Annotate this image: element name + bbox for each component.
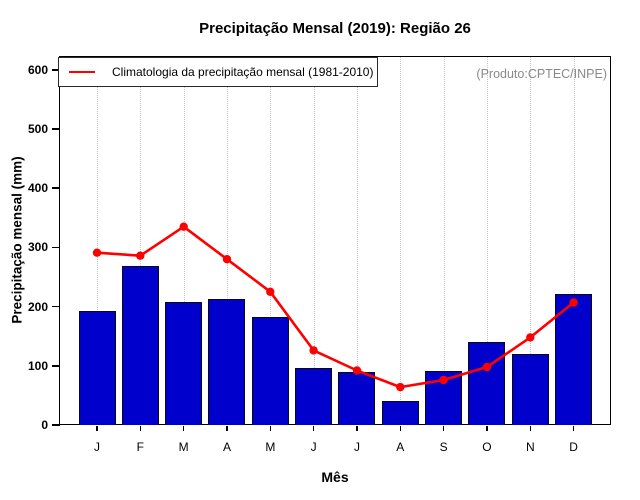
- climatology-point-m8: [396, 382, 405, 392]
- climatology-point-m12: [569, 298, 578, 307]
- ytick-600: [51, 69, 60, 71]
- bar-m11: [511, 353, 549, 425]
- climatology-line: [96, 225, 575, 389]
- ytick-label-300: 300: [27, 240, 48, 255]
- gridline-m8: [400, 57, 402, 424]
- month-label-m10: O: [482, 440, 492, 454]
- month-label-m8: A: [396, 440, 405, 454]
- month-label-m5: M: [265, 440, 276, 454]
- climatology-point-m5: [266, 287, 275, 296]
- bar-m5: [251, 316, 289, 425]
- month-label-m1: J: [94, 440, 100, 454]
- xtick-m8: [399, 426, 402, 431]
- ytick-label-200: 200: [27, 299, 48, 314]
- gridline-m7: [356, 57, 358, 424]
- ytick-500: [51, 128, 60, 130]
- ytick-label-600: 600: [27, 62, 48, 77]
- x-axis-title: Mês: [321, 469, 349, 485]
- climatology-point-m7: [352, 366, 362, 375]
- month-label-m4: A: [222, 440, 231, 454]
- climatology-point-m1: [92, 248, 102, 257]
- climatology-point-m9: [439, 375, 448, 385]
- month-label-m9: S: [439, 440, 448, 454]
- bar-m3: [165, 301, 203, 425]
- bar-m1: [78, 311, 116, 425]
- ytick-label-0: 0: [41, 418, 48, 432]
- gridline-m6: [313, 57, 315, 424]
- climatology-point-m6: [309, 346, 318, 355]
- bar-m4: [208, 299, 246, 425]
- xtick-m3: [182, 426, 185, 431]
- ytick-label-100: 100: [27, 358, 48, 373]
- month-label-m6: J: [310, 440, 317, 454]
- ytick-100: [51, 365, 60, 367]
- gridline-m9: [443, 57, 445, 424]
- xtick-m1: [96, 426, 98, 431]
- ytick-400: [51, 187, 60, 189]
- xtick-m6: [312, 426, 315, 431]
- month-label-m11: N: [525, 440, 535, 454]
- gridline-m2: [140, 57, 142, 424]
- bar-m6: [295, 367, 333, 425]
- gridline-m4: [226, 57, 228, 424]
- gridline-m11: [530, 57, 532, 424]
- ytick-label-400: 400: [27, 181, 48, 196]
- month-label-m7: J: [353, 440, 360, 454]
- climatology-line-layer: [92, 222, 578, 392]
- gridline-m5: [270, 57, 272, 424]
- climatology-point-m4: [222, 255, 232, 264]
- legend-line-sample: [69, 70, 95, 73]
- bar-m12: [555, 293, 593, 425]
- month-label-m12: D: [569, 440, 578, 454]
- xtick-m12: [572, 426, 575, 431]
- gridline-m12: [573, 57, 575, 424]
- bar-m10: [468, 341, 506, 425]
- ytick-label-500: 500: [27, 122, 48, 136]
- gridline-m1: [97, 57, 98, 424]
- gridline-m10: [486, 57, 488, 424]
- product-credit: (Produto:CPTEC/INPE): [476, 67, 607, 81]
- xtick-m7: [356, 426, 358, 431]
- ytick-300: [51, 246, 60, 249]
- legend-label: Climatologia da precipitação mensal (198…: [112, 64, 374, 79]
- xtick-m5: [269, 426, 272, 431]
- month-label-m2: F: [136, 440, 144, 454]
- ytick-200: [51, 305, 60, 308]
- legend: Climatologia da precipitação mensal (198…: [58, 56, 378, 87]
- chart-title: Precipitação Mensal (2019): Região 26: [199, 20, 471, 37]
- xtick-m11: [529, 426, 532, 431]
- climatology-point-m2: [136, 251, 145, 260]
- climatology-point-m10: [482, 362, 492, 372]
- gridline-m3: [183, 57, 185, 424]
- bar-m8: [381, 401, 419, 425]
- xtick-m2: [139, 426, 142, 431]
- climatology-point-m11: [526, 333, 535, 342]
- climatology-point-m3: [179, 222, 188, 231]
- xtick-m9: [442, 426, 445, 431]
- bar-m2: [121, 265, 159, 425]
- ytick-0: [51, 424, 60, 426]
- xtick-m4: [226, 426, 228, 431]
- xtick-m10: [486, 426, 488, 431]
- month-label-m3: M: [178, 440, 189, 454]
